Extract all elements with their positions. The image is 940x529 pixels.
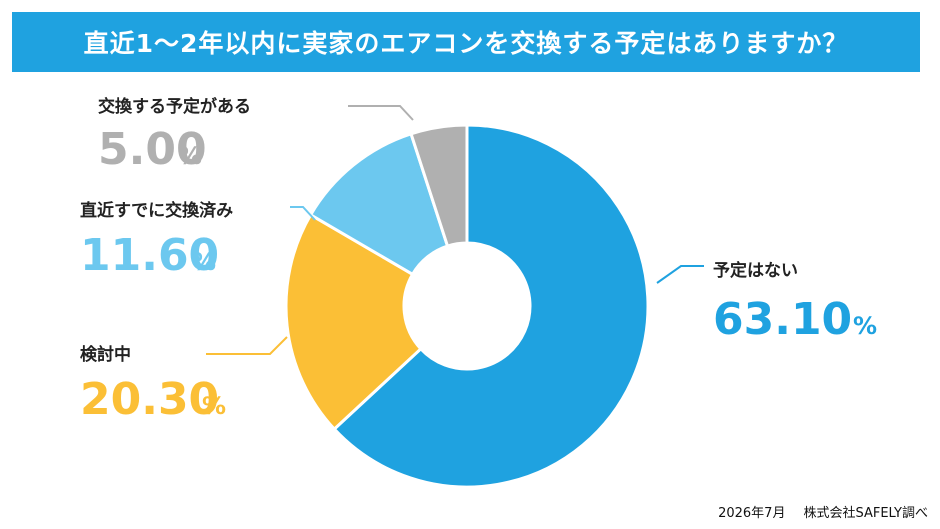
- donut-slice-3: [409, 123, 469, 248]
- slice-unit-0: %: [853, 312, 877, 340]
- slice-value-1: 20.30: [80, 374, 219, 425]
- donut-slice-0: [332, 123, 650, 489]
- chart-title-banner: 直近1～2年以内に実家のエアコンを交換する予定はありますか？: [12, 12, 920, 72]
- chart-title: 直近1～2年以内に実家のエアコンを交換する予定はありますか？: [83, 29, 849, 58]
- slice-label-2: 直近すでに交換済み: [80, 200, 233, 221]
- survey-date: 2026年7月: [718, 506, 786, 521]
- slice-value-2: 11.60: [80, 230, 219, 281]
- slice-label-0: 予定はない: [713, 260, 798, 281]
- slice-value-0: 63.10: [713, 294, 852, 345]
- donut-slice-1: [284, 212, 423, 432]
- slice-label-1: 検討中: [80, 344, 131, 365]
- slice-value-3: 5.00: [98, 124, 207, 175]
- survey-source: 株式会社SAFELY調べ: [803, 506, 928, 521]
- slice-unit-2: %: [192, 248, 216, 276]
- slice-unit-1: %: [202, 392, 226, 420]
- leader-line-3: [348, 105, 414, 121]
- leader-line-2: [290, 206, 316, 221]
- slice-unit-3: %: [178, 142, 202, 170]
- leader-line-0: [656, 265, 704, 284]
- donut-slice-2: [308, 131, 450, 277]
- source-credit: 2026年7月 株式会社SAFELY調べ: [718, 502, 928, 521]
- leader-line-1: [206, 336, 288, 355]
- slice-label-3: 交換する予定がある: [98, 96, 251, 117]
